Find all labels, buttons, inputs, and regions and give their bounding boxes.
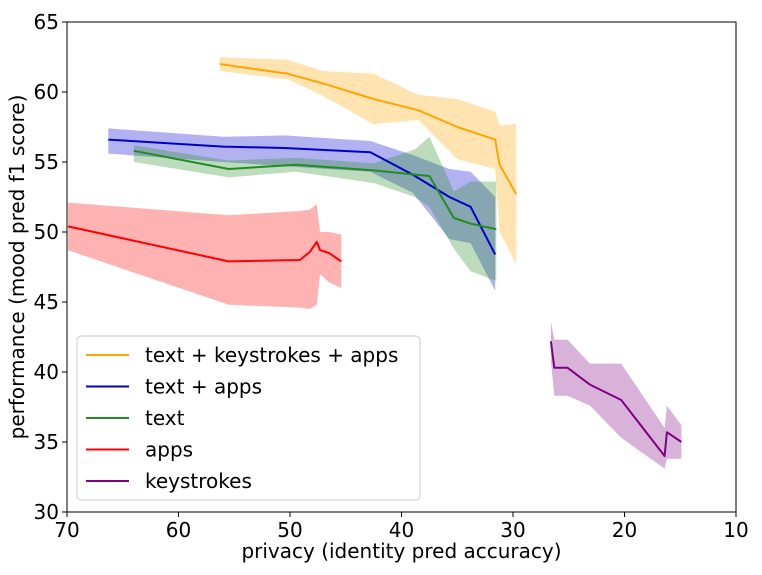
series-lines (67, 63, 682, 457)
legend-label: text + keystrokes + apps (145, 343, 398, 367)
y-tick-label: 40 (34, 360, 59, 384)
y-tick-label: 45 (34, 290, 59, 314)
legend: text + keystrokes + apps text + apps text a… (76, 335, 421, 501)
legend-frame (76, 335, 421, 501)
line-apps (67, 225, 342, 263)
y-tick-label: 55 (34, 150, 59, 174)
line-keystrokes (549, 341, 682, 457)
band-text-apps (108, 128, 496, 291)
x-tick-label: 70 (54, 518, 79, 542)
band-keystrokes (550, 321, 682, 469)
x-axis-ticks: 70 60 50 40 30 20 10 (54, 512, 749, 542)
y-axis-label: performance (mood pred f1 score) (5, 95, 29, 440)
y-tick-label: 60 (34, 80, 59, 104)
y-tick-label: 30 (34, 500, 59, 524)
x-tick-label: 50 (277, 518, 302, 542)
line-text (133, 149, 497, 231)
x-axis-label: privacy (identity pred accuracy) (241, 539, 561, 563)
legend-label: keystrokes (145, 469, 252, 493)
x-tick-label: 10 (723, 518, 748, 542)
y-tick-label: 35 (34, 430, 59, 454)
line-text-keystrokes-apps (219, 63, 518, 195)
legend-label: apps (145, 438, 193, 462)
band-text-keystrokes-apps (219, 57, 517, 265)
y-tick-label: 50 (34, 220, 59, 244)
legend-label: text + apps (145, 375, 262, 399)
y-axis-ticks: 30 35 40 45 50 55 60 65 (34, 10, 67, 524)
line-text-apps (108, 138, 497, 255)
x-tick-label: 20 (612, 518, 637, 542)
x-tick-label: 30 (500, 518, 525, 542)
y-tick-label: 65 (34, 10, 59, 34)
legend-label: text (145, 406, 185, 430)
x-tick-label: 40 (389, 518, 414, 542)
x-tick-label: 60 (166, 518, 191, 542)
